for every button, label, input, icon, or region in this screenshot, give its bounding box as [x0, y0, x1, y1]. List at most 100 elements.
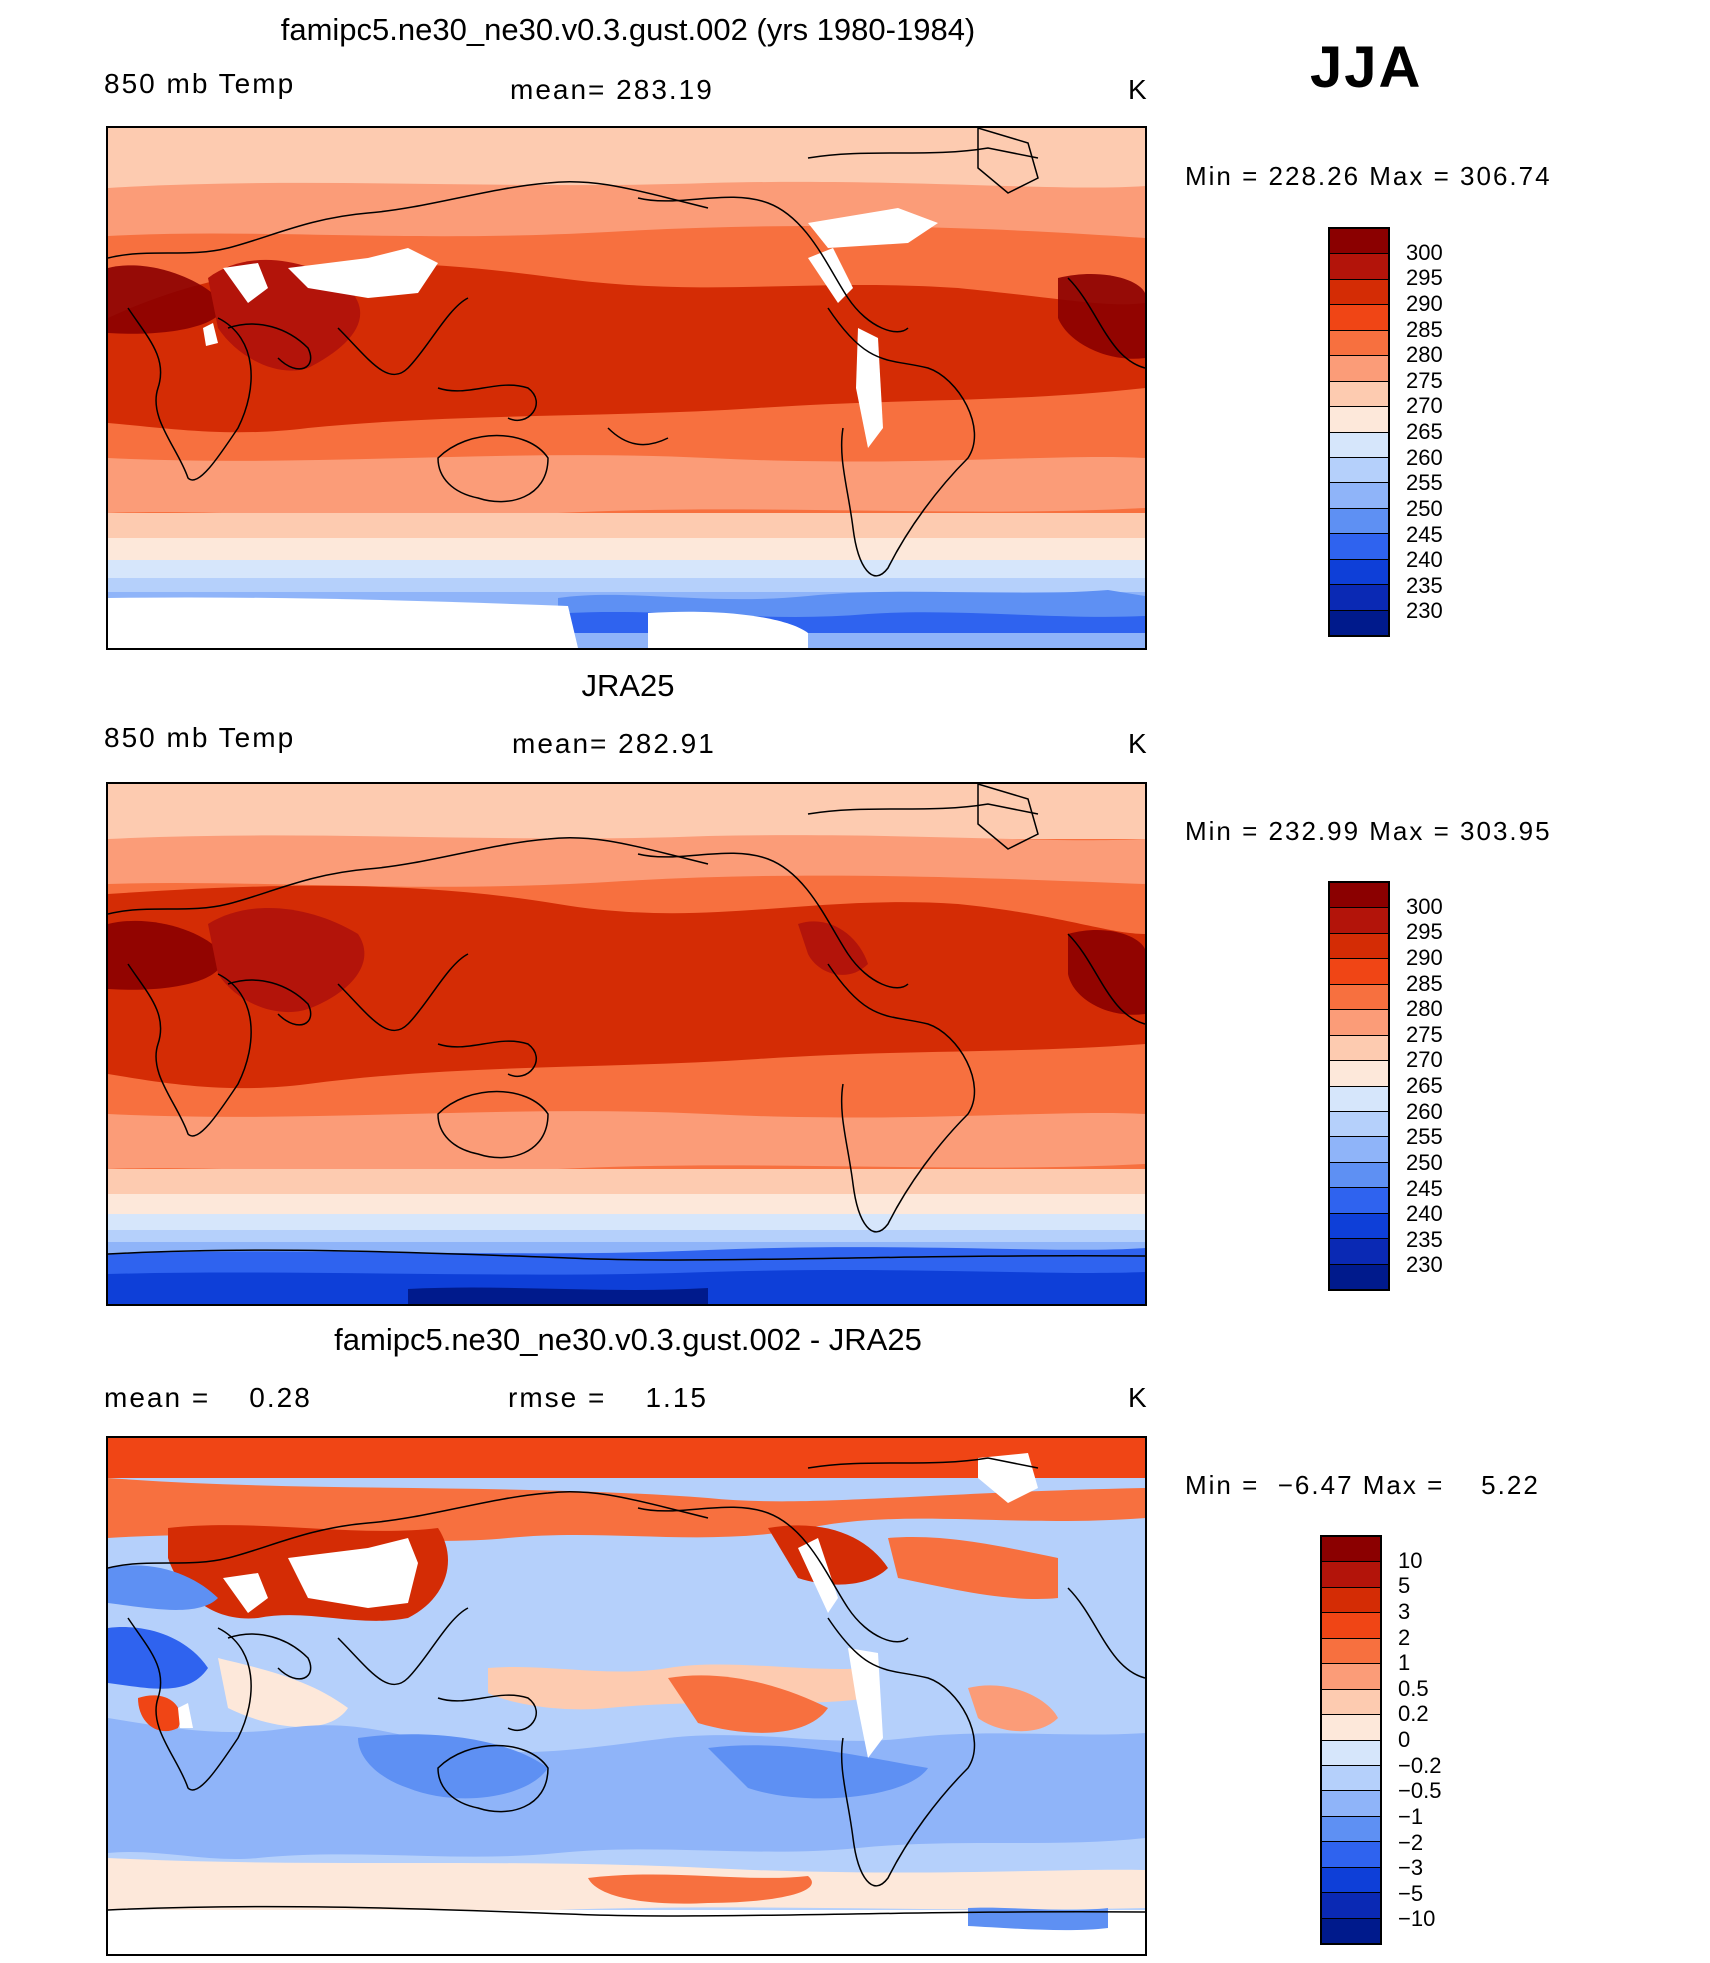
colorbar-tick-label: −10 [1398, 1906, 1436, 1932]
colorbar-swatch [1322, 1816, 1380, 1843]
panel3-rmse-label: rmse = 1.15 [508, 1382, 708, 1413]
colorbar-swatch [1330, 559, 1388, 586]
colorbar-swatch [1330, 1213, 1388, 1240]
colorbar-tick-label: 255 [1406, 1124, 1443, 1150]
colorbar-swatch [1330, 229, 1388, 255]
panel2-colorbar [1328, 881, 1390, 1291]
colorbar-swatch [1322, 1664, 1380, 1690]
panel2-variable-label: 850 mb Temp [104, 722, 296, 753]
colorbar-tick-label: 3 [1398, 1598, 1411, 1624]
season-label: JJA [1310, 35, 1423, 100]
colorbar-swatch [1322, 1867, 1380, 1894]
colorbar-swatch [1330, 457, 1388, 484]
colorbar-tick-label: 275 [1406, 1021, 1443, 1047]
colorbar-tick-label: 240 [1406, 1201, 1443, 1227]
colorbar-swatch [1322, 1638, 1380, 1665]
colorbar-tick-label: 245 [1406, 1175, 1443, 1201]
colorbar-tick-label: −3 [1398, 1855, 1424, 1881]
colorbar-swatch [1330, 883, 1388, 909]
colorbar-tick-label: 250 [1406, 1149, 1443, 1175]
colorbar-swatch [1330, 1061, 1388, 1087]
colorbar-swatch [1330, 407, 1388, 433]
panel3-difference-map [106, 1436, 1147, 1956]
panel1-unit-label: K [1128, 74, 1149, 105]
colorbar-swatch [1322, 1562, 1380, 1588]
colorbar-tick-label: 265 [1406, 1073, 1443, 1098]
colorbar-swatch [1330, 1188, 1388, 1214]
colorbar-tick-label: 1 [1398, 1650, 1411, 1676]
colorbar-swatch [1330, 483, 1388, 509]
panel1-title: famipc5.ne30_ne30.v0.3.gust.002 (yrs 198… [280, 12, 976, 47]
colorbar-swatch [1322, 1893, 1380, 1919]
colorbar-swatch [1330, 610, 1388, 635]
colorbar-swatch [1322, 1587, 1380, 1614]
colorbar-tick-label: 280 [1406, 342, 1443, 368]
colorbar-swatch [1322, 1791, 1380, 1817]
panel3-minmax: Min = −6.47 Max = 5.22 [1185, 1470, 1540, 1500]
panel2-mean-label: mean= 282.91 [512, 728, 716, 759]
colorbar-swatch [1330, 908, 1388, 934]
colorbar-tick-label: 2 [1398, 1624, 1411, 1650]
colorbar-tick-label: −0.5 [1398, 1778, 1442, 1804]
colorbar-swatch [1330, 254, 1388, 280]
colorbar-tick-label: 265 [1406, 419, 1443, 444]
panel2-title: JRA25 [581, 668, 675, 703]
panel1-mean-label: mean= 283.19 [510, 74, 714, 105]
colorbar-swatch [1322, 1689, 1380, 1716]
colorbar-tick-label: 235 [1406, 1226, 1443, 1252]
colorbar-tick-label: 275 [1406, 367, 1443, 393]
panel1-minmax: Min = 228.26 Max = 306.74 [1185, 161, 1552, 191]
panel3-mean-label: mean = 0.28 [104, 1382, 312, 1413]
colorbar-tick-label: 300 [1406, 893, 1443, 919]
colorbar-tick-label: 280 [1406, 996, 1443, 1022]
colorbar-tick-label: 290 [1406, 290, 1443, 316]
colorbar-swatch [1330, 534, 1388, 560]
colorbar-swatch [1330, 1010, 1388, 1036]
panel3-colorbar [1320, 1535, 1382, 1945]
colorbar-tick-label: −1 [1398, 1803, 1424, 1829]
colorbar-tick-label: 0.5 [1398, 1675, 1429, 1701]
colorbar-tick-label: 235 [1406, 572, 1443, 598]
colorbar-swatch [1330, 1111, 1388, 1138]
colorbar-tick-label: 0.2 [1398, 1701, 1429, 1727]
colorbar-tick-label: 230 [1406, 1252, 1443, 1278]
colorbar-swatch [1330, 1162, 1388, 1189]
colorbar-tick-label: 300 [1406, 239, 1443, 265]
colorbar-swatch [1322, 1765, 1380, 1792]
colorbar-swatch [1322, 1842, 1380, 1868]
panel1-colorbar [1328, 227, 1390, 637]
panel3-unit-label: K [1128, 1382, 1149, 1413]
colorbar-swatch [1330, 508, 1388, 535]
colorbar-swatch [1330, 959, 1388, 985]
colorbar-swatch [1330, 933, 1388, 960]
colorbar-swatch [1322, 1740, 1380, 1766]
colorbar-tick-label: 255 [1406, 470, 1443, 496]
panel3-title: famipc5.ne30_ne30.v0.3.gust.002 - JRA25 [334, 1322, 922, 1357]
colorbar-tick-label: 250 [1406, 495, 1443, 521]
colorbar-swatch [1330, 305, 1388, 331]
colorbar-tick-label: 245 [1406, 521, 1443, 547]
panel2-reanalysis-temperature-map [106, 782, 1147, 1306]
colorbar-swatch [1330, 585, 1388, 611]
colorbar-tick-label: 270 [1406, 1047, 1443, 1073]
colorbar-tick-label: 290 [1406, 944, 1443, 970]
colorbar-tick-label: 295 [1406, 919, 1443, 945]
colorbar-swatch [1330, 356, 1388, 382]
panel1-variable-label: 850 mb Temp [104, 68, 296, 99]
colorbar-swatch [1330, 984, 1388, 1011]
colorbar-swatch [1330, 1035, 1388, 1062]
colorbar-tick-label: 260 [1406, 444, 1443, 470]
colorbar-tick-label: −2 [1398, 1829, 1424, 1855]
panel2-unit-label: K [1128, 728, 1149, 759]
colorbar-tick-label: 5 [1398, 1573, 1411, 1599]
colorbar-swatch [1330, 432, 1388, 458]
colorbar-tick-label: 270 [1406, 393, 1443, 419]
colorbar-swatch [1330, 330, 1388, 357]
colorbar-swatch [1322, 1918, 1380, 1943]
colorbar-swatch [1330, 1137, 1388, 1163]
colorbar-swatch [1330, 279, 1388, 306]
colorbar-swatch [1322, 1715, 1380, 1741]
colorbar-swatch [1330, 1264, 1388, 1289]
colorbar-tick-label: 285 [1406, 316, 1443, 342]
colorbar-swatch [1322, 1537, 1380, 1563]
